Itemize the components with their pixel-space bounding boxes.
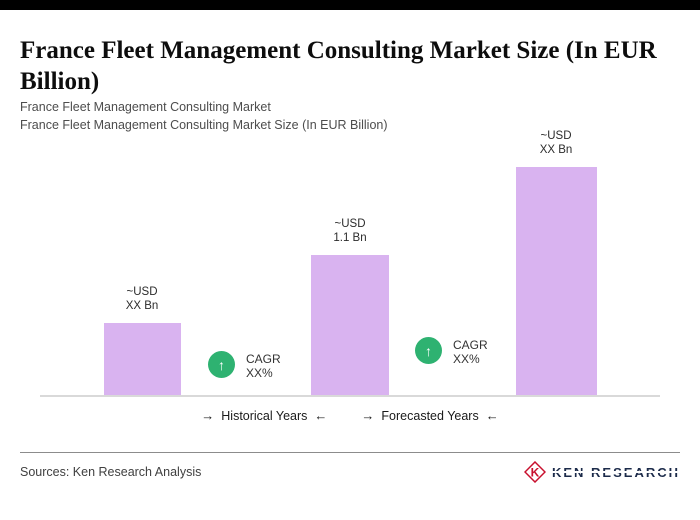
right-arrow-icon: → bbox=[361, 408, 375, 423]
bar-historical bbox=[104, 323, 181, 395]
cagr-value: XX% bbox=[246, 366, 273, 380]
sources-note: Sources: Ken Research Analysis bbox=[20, 465, 202, 479]
cagr-label: CAGR bbox=[246, 352, 281, 366]
page-title: France Fleet Management Consulting Marke… bbox=[20, 36, 657, 96]
bar-value-line2: XX Bn bbox=[539, 144, 573, 156]
x-axis-legend: → Historical Years ← → Forecasted Years … bbox=[0, 408, 700, 423]
cagr-up-arrow-icon: ↑ bbox=[415, 337, 442, 364]
top-accent-bar bbox=[0, 0, 700, 10]
left-arrow-icon: ← bbox=[314, 408, 328, 423]
cagr-up-arrow-icon: ↑ bbox=[208, 351, 235, 378]
bar-current bbox=[311, 255, 389, 395]
right-arrow-icon: → bbox=[201, 408, 215, 423]
bar-value-label: ~USD XX Bn bbox=[82, 285, 202, 313]
footer-divider bbox=[20, 452, 680, 453]
legend-forecasted-years: → Forecasted Years ← bbox=[361, 408, 498, 423]
chart-subtitle-line1: France Fleet Management Consulting Marke… bbox=[20, 100, 271, 114]
cagr-value: XX% bbox=[453, 352, 480, 366]
up-arrow-glyph: ↑ bbox=[218, 356, 225, 373]
chart-subtitles: France Fleet Management Consulting Marke… bbox=[20, 98, 388, 134]
bar-value-line2: 1.1 Bn bbox=[333, 232, 367, 244]
chart-subtitle-line2: France Fleet Management Consulting Marke… bbox=[20, 118, 388, 132]
bar-value-line1: ~USD bbox=[540, 130, 572, 142]
svg-text:K: K bbox=[531, 466, 540, 480]
cagr-badge: CAGR XX% bbox=[453, 338, 488, 366]
up-arrow-glyph: ↑ bbox=[425, 342, 432, 359]
cagr-badge: CAGR XX% bbox=[246, 352, 281, 380]
bar-value-line2: XX Bn bbox=[125, 300, 159, 312]
legend-historical-years: → Historical Years ← bbox=[201, 408, 327, 423]
bar-value-label: ~USD XX Bn bbox=[496, 129, 616, 157]
bar-value-label: ~USD 1.1 Bn bbox=[290, 217, 410, 245]
bar-value-line1: ~USD bbox=[126, 286, 158, 298]
legend-forecasted-label: Forecasted Years bbox=[381, 408, 479, 423]
cagr-label: CAGR bbox=[453, 338, 488, 352]
bar-chart: ~USD XX Bn ~USD 1.1 Bn ~USD XX Bn bbox=[40, 130, 660, 397]
legend-historical-label: Historical Years bbox=[221, 408, 308, 423]
bar-forecasted bbox=[516, 167, 597, 395]
ken-research-logo-icon: K bbox=[523, 461, 546, 483]
ken-research-logo-text: KEN RESEARCH bbox=[551, 464, 681, 480]
bar-value-line1: ~USD bbox=[334, 218, 366, 230]
left-arrow-icon: ← bbox=[485, 408, 499, 423]
ken-research-logo: K KEN RESEARCH bbox=[523, 461, 681, 483]
